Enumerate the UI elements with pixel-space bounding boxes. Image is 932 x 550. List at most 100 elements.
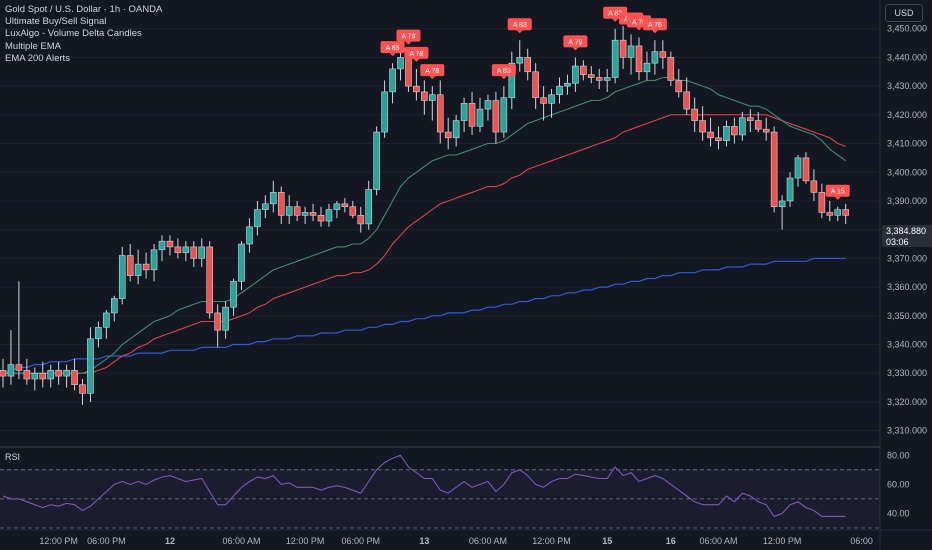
ema-mid-line-group [3, 114, 846, 374]
indicator-legend-item[interactable]: Ultimate Buy/Sell Signal [5, 16, 107, 28]
candle-body [95, 326, 102, 340]
ema-200-line-group [2, 257, 846, 374]
candle-body [794, 157, 802, 179]
candle-body [277, 192, 285, 216]
candle-body [524, 57, 532, 73]
time-axis[interactable]: 12:00 PM 06:00 PM 12 06:00 AM 12:00 PM 06:00 … [0, 529, 932, 546]
candle-body [126, 255, 134, 276]
candle-body [603, 77, 611, 81]
candle-body [739, 117, 746, 136]
signal-label-pointer [413, 58, 420, 62]
candle-body [158, 240, 166, 251]
rsi-tick-label: 60.00 [887, 479, 910, 489]
candle-body [842, 209, 850, 216]
signal-label-box [563, 35, 588, 48]
signal-label-pointer [612, 18, 619, 22]
candle-body [262, 203, 269, 210]
candle-body [516, 57, 524, 64]
price-tick-label: 3,320.000 [887, 397, 927, 407]
candle-body [826, 212, 834, 216]
candle-body [293, 206, 301, 216]
indicator-legend-item[interactable]: Multiple EMA [5, 40, 61, 52]
signal-label-pointer [834, 196, 841, 200]
signal-label-box [420, 64, 445, 77]
currency-button[interactable]: USD [885, 4, 923, 22]
candle-body [683, 91, 691, 110]
candle-body [492, 100, 500, 133]
price-tick-label: 3,360.000 [887, 282, 927, 292]
signal-label-pointer [429, 76, 436, 80]
candle-body [285, 206, 293, 216]
signal-label-pointer [389, 53, 396, 57]
candle-body [786, 177, 794, 202]
candle-body [643, 62, 651, 73]
ema-mid-line [3, 114, 846, 374]
signal-label-pointer [500, 76, 507, 80]
time-tick-label: 12:00 PM [763, 536, 802, 546]
candle-body [484, 100, 492, 110]
time-tick-label: 15 [602, 536, 612, 546]
candle-body [421, 91, 428, 101]
price-tick-label: 3,310.000 [887, 426, 927, 436]
signal-labels: A 85A 79A 78A 78A 83A 83A 79A 83A 83A 78… [380, 6, 850, 200]
last-price-tag: 3,384.880 03:06 [882, 225, 932, 247]
candle-body [254, 209, 261, 228]
candle-body [444, 131, 452, 139]
price-tick-label: 3,420.000 [887, 110, 927, 120]
candle-body [611, 39, 619, 78]
candle-body [691, 108, 698, 121]
candle-body [174, 246, 182, 253]
time-tick-label: 06:00 AM [699, 536, 737, 546]
ema-200-line [2, 257, 846, 374]
price-tick-label: 3,390.000 [887, 196, 927, 206]
indicator-legend-item[interactable]: LuxAlgo - Volume Delta Candles [5, 28, 142, 40]
price-tick-label: 3,450.000 [887, 24, 927, 34]
candles [0, 25, 850, 405]
candle-body [87, 338, 94, 394]
candle-body [103, 312, 110, 328]
rsi-panel: 80.00 60.00 40.00 [0, 450, 910, 529]
candle-body [333, 203, 341, 210]
indicator-legend-item[interactable]: EMA 200 Alerts [5, 52, 70, 64]
candle-body [627, 45, 635, 58]
price-axis[interactable]: 3,450.000 3,440.000 3,430.000 3,420.000 3,41… [879, 0, 927, 550]
rsi-tick-label: 80.00 [887, 450, 910, 460]
candle-body [63, 370, 70, 377]
candle-body [182, 246, 190, 253]
last-price: 3,384.880 [886, 226, 927, 236]
signal-label-text: A 79 [401, 34, 415, 41]
symbol-title[interactable]: Gold Spot / U.S. Dollar · 1h · OANDA [5, 4, 163, 15]
time-tick-label: 16 [666, 536, 676, 546]
candle-body [389, 68, 396, 93]
candle-body [770, 131, 778, 208]
candle-body [381, 91, 388, 133]
candle-body [746, 117, 754, 121]
candle-body [436, 94, 444, 133]
bar-countdown: 03:06 [886, 236, 909, 247]
time-tick-label: 06:00 [850, 536, 873, 546]
price-tick-label: 3,410.000 [887, 139, 927, 149]
signal-label-text: A 83 [497, 68, 511, 75]
price-tick-label: 3,370.000 [887, 253, 927, 263]
time-tick-label: 06:00 AM [469, 536, 507, 546]
price-tick-label: 3,400.000 [887, 167, 927, 177]
candle-body [731, 126, 738, 136]
candle-body [548, 94, 555, 104]
signal-label-pointer [636, 27, 642, 31]
candle-body [580, 65, 587, 75]
signal-label-pointer [572, 47, 579, 51]
candle-body [595, 77, 603, 81]
candle-body [723, 126, 730, 141]
candle-body [79, 384, 86, 394]
candle-body [651, 51, 659, 64]
signal-label-text: A 78 [409, 51, 423, 58]
rsi-label[interactable]: RSI [5, 452, 21, 462]
candle-body [397, 57, 404, 70]
candle-body [118, 255, 126, 299]
candle-body [111, 298, 118, 314]
candle-body [564, 82, 571, 87]
candle-body [468, 103, 476, 127]
signal-label-text: A 79 [568, 39, 582, 46]
candle-body [341, 203, 349, 208]
